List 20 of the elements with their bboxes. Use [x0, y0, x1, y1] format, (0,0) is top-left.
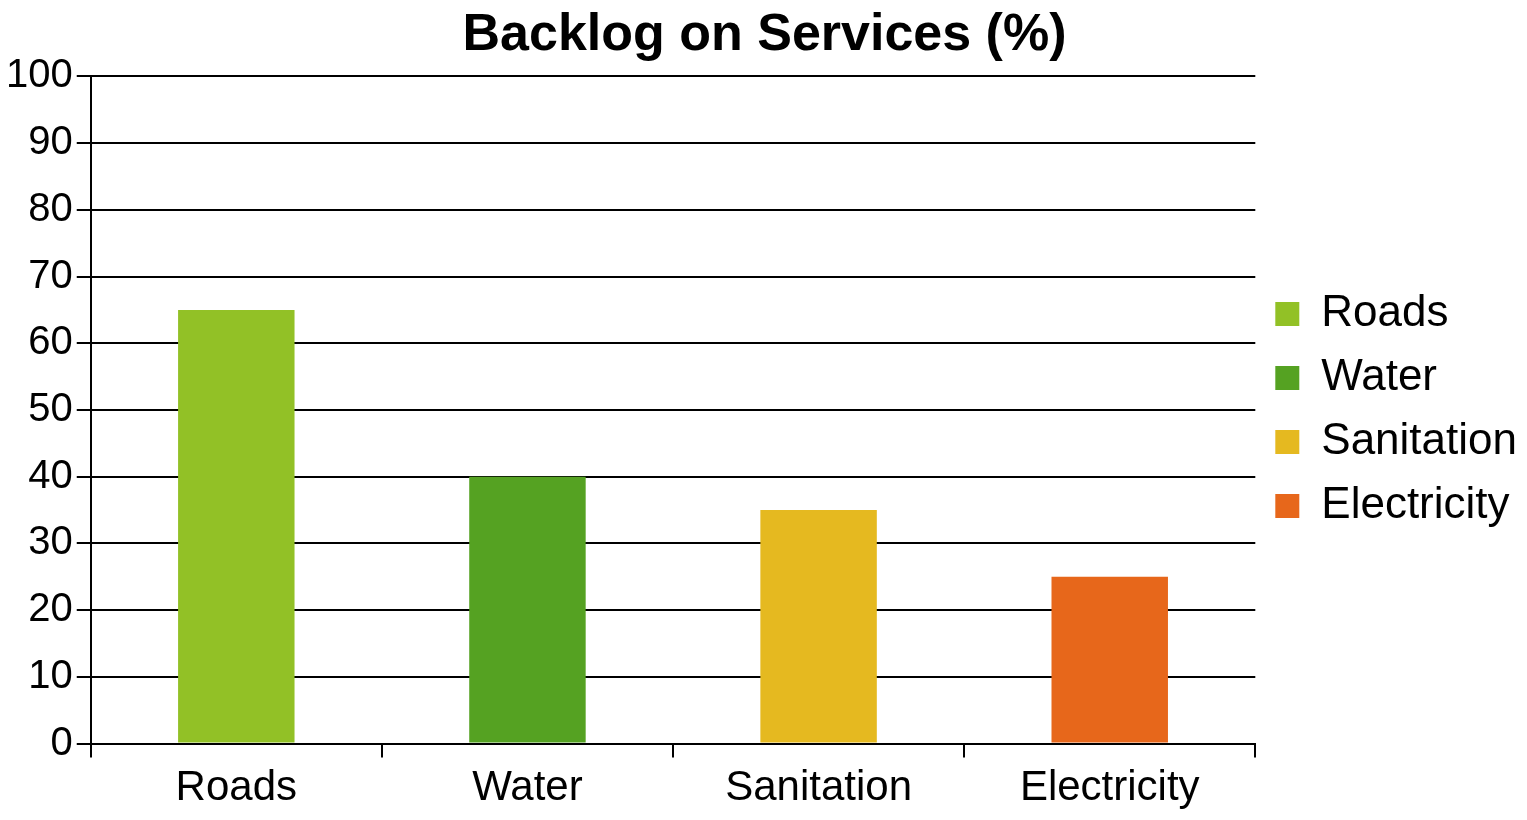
legend-label: Water — [1321, 350, 1438, 400]
y-tick-label: 80 — [28, 184, 73, 229]
y-tick-label: 30 — [28, 518, 73, 563]
y-tick-label: 0 — [50, 718, 73, 763]
y-tick-label: 50 — [28, 385, 73, 430]
y-tick-label: 10 — [28, 651, 73, 696]
x-tick-label: Sanitation — [725, 762, 912, 810]
y-tick-label: 20 — [28, 585, 73, 630]
x-tick-label: Electricity — [1019, 762, 1200, 810]
x-tick-label: Water — [472, 762, 583, 810]
legend-label: Roads — [1321, 286, 1449, 336]
x-tick-label: Roads — [175, 762, 298, 810]
chart-title: Backlog on Services (%) — [462, 2, 1067, 61]
y-tick-label: 100 — [5, 51, 73, 96]
legend-label: Sanitation — [1321, 414, 1517, 464]
y-tick-label: 40 — [28, 451, 73, 496]
y-tick-label: 90 — [28, 118, 73, 163]
y-tick-label: 70 — [28, 251, 73, 296]
y-tick-label: 60 — [28, 318, 73, 363]
legend-label: Electricity — [1321, 478, 1510, 528]
